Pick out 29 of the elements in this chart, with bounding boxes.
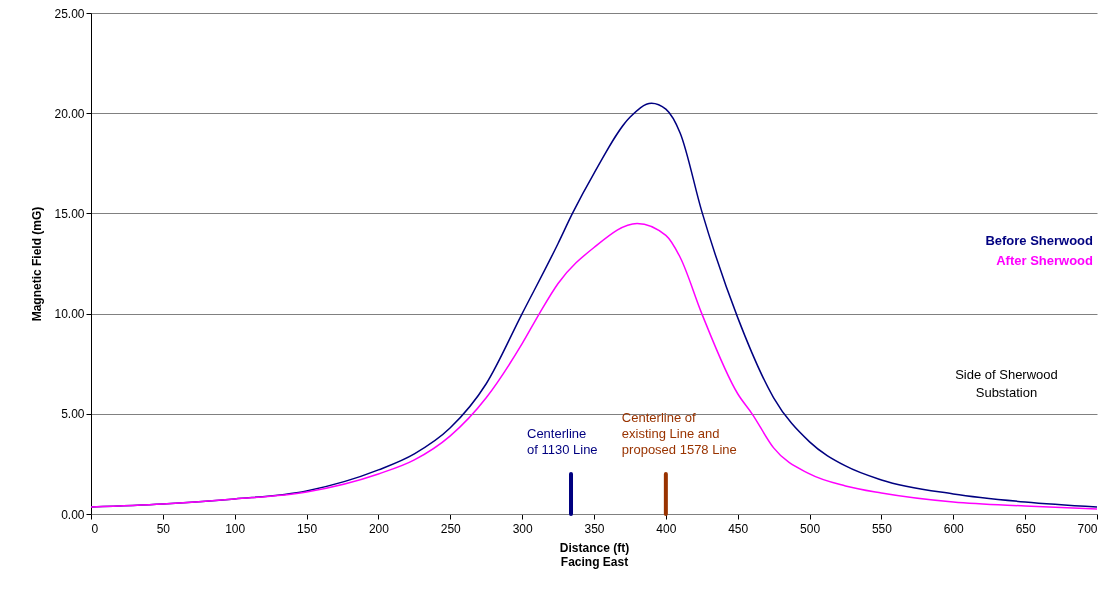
annotation: Side of Sherwood Substation (955, 366, 1058, 400)
x-tick-label: 450 (728, 521, 749, 536)
x-axis-title: Distance (ft) Facing East (559, 540, 630, 569)
annotation: Centerline of 1130 Line (527, 425, 598, 457)
x-tick-label: 150 (297, 521, 318, 536)
y-tick-label: 0.00 (61, 507, 85, 522)
annotation: Centerline of existing Line and proposed 1578 Line (621, 409, 737, 457)
x-tick-label: 300 (512, 521, 533, 536)
y-axis-title: Magnetic Field (mG) (30, 206, 45, 322)
x-tick-label: 700 (1077, 521, 1098, 536)
x-tick-label: 600 (943, 521, 965, 536)
line-series (91, 222, 1097, 510)
x-tick-label: 100 (225, 521, 246, 536)
x-tick-label: 400 (656, 521, 677, 536)
y-tick-label: 10.00 (54, 307, 85, 322)
x-tick-label: 350 (584, 521, 605, 536)
x-tick-label: 550 (871, 521, 893, 536)
y-tick-label: 15.00 (54, 206, 85, 221)
x-tick-label: 650 (1015, 521, 1036, 536)
y-tick-label: 20.00 (54, 106, 85, 121)
text: Before Sherwood (985, 233, 1094, 249)
x-tick-label: 0 (91, 521, 99, 536)
x-tick-label: 250 (440, 521, 462, 536)
text: After Sherwood (996, 253, 1094, 269)
x-tick-label: 200 (368, 521, 390, 536)
y-tick-label: 25.00 (54, 6, 85, 21)
y-tick-label: 5.00 (61, 407, 85, 422)
x-tick-label: 500 (800, 521, 821, 536)
x-tick-label: 50 (156, 521, 171, 536)
